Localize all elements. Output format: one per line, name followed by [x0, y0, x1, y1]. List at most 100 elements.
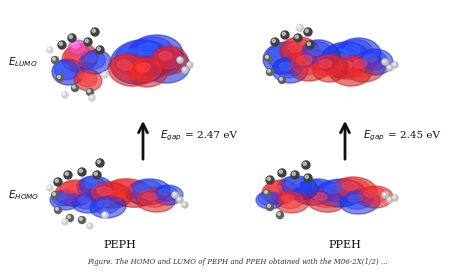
Circle shape: [66, 215, 73, 221]
Ellipse shape: [90, 196, 126, 218]
Circle shape: [59, 42, 63, 45]
Ellipse shape: [297, 55, 312, 65]
Circle shape: [86, 88, 93, 96]
Ellipse shape: [262, 195, 272, 200]
Ellipse shape: [128, 57, 168, 87]
Ellipse shape: [288, 49, 332, 81]
Ellipse shape: [74, 69, 102, 91]
Ellipse shape: [122, 49, 143, 62]
Ellipse shape: [353, 60, 367, 68]
Ellipse shape: [283, 38, 313, 61]
Ellipse shape: [153, 185, 183, 205]
Ellipse shape: [155, 48, 182, 69]
Ellipse shape: [108, 54, 152, 86]
Ellipse shape: [364, 190, 377, 197]
Ellipse shape: [136, 63, 150, 72]
Text: PPEH: PPEH: [328, 240, 362, 250]
Ellipse shape: [313, 193, 327, 200]
Circle shape: [69, 35, 73, 38]
Ellipse shape: [337, 178, 369, 198]
Circle shape: [306, 41, 314, 49]
Ellipse shape: [315, 55, 342, 76]
Circle shape: [55, 179, 58, 182]
Circle shape: [63, 93, 65, 95]
Circle shape: [79, 216, 85, 224]
Ellipse shape: [140, 47, 190, 83]
Circle shape: [96, 46, 104, 54]
Ellipse shape: [315, 179, 365, 207]
Ellipse shape: [129, 180, 162, 200]
Ellipse shape: [80, 73, 90, 80]
Ellipse shape: [155, 186, 178, 201]
Ellipse shape: [278, 176, 318, 200]
Ellipse shape: [360, 50, 387, 70]
Circle shape: [387, 65, 393, 71]
Circle shape: [267, 177, 270, 180]
Ellipse shape: [144, 49, 181, 76]
Circle shape: [382, 59, 388, 65]
Circle shape: [393, 63, 395, 65]
Ellipse shape: [97, 187, 112, 195]
Ellipse shape: [357, 186, 393, 208]
Circle shape: [68, 216, 70, 218]
Ellipse shape: [152, 46, 188, 74]
Circle shape: [57, 76, 60, 78]
Ellipse shape: [279, 62, 292, 70]
Ellipse shape: [330, 49, 347, 60]
Circle shape: [267, 204, 270, 207]
Circle shape: [52, 57, 58, 64]
Circle shape: [173, 193, 175, 195]
Circle shape: [272, 39, 275, 42]
Ellipse shape: [58, 181, 88, 201]
Text: $E_{gap}$: $E_{gap}$: [363, 129, 385, 143]
Circle shape: [102, 212, 108, 218]
Circle shape: [53, 58, 55, 60]
Circle shape: [182, 67, 188, 73]
Ellipse shape: [343, 191, 373, 209]
Ellipse shape: [272, 48, 287, 58]
Ellipse shape: [65, 45, 91, 67]
Text: Figure. The HOMO and LUMO of PEPH and PPEH obtained with the M06-2X(1/2) ...: Figure. The HOMO and LUMO of PEPH and PP…: [87, 258, 387, 266]
Circle shape: [89, 95, 95, 101]
Circle shape: [80, 218, 82, 220]
Circle shape: [178, 58, 180, 60]
Ellipse shape: [88, 182, 132, 208]
Circle shape: [304, 28, 312, 36]
Circle shape: [72, 85, 79, 91]
Ellipse shape: [275, 191, 309, 213]
Ellipse shape: [159, 52, 172, 60]
Circle shape: [103, 213, 105, 215]
Circle shape: [48, 186, 50, 188]
Ellipse shape: [97, 200, 110, 207]
Circle shape: [291, 171, 299, 179]
Ellipse shape: [115, 185, 132, 193]
Circle shape: [58, 41, 66, 49]
Circle shape: [303, 162, 306, 165]
Ellipse shape: [82, 51, 105, 69]
Circle shape: [266, 203, 273, 210]
Text: $E_{HOMO}$: $E_{HOMO}$: [8, 188, 39, 202]
Ellipse shape: [275, 58, 301, 78]
Circle shape: [264, 191, 267, 193]
Circle shape: [383, 60, 385, 62]
Circle shape: [265, 55, 268, 58]
Circle shape: [302, 161, 310, 169]
Ellipse shape: [85, 55, 97, 62]
Ellipse shape: [117, 60, 132, 70]
Ellipse shape: [76, 70, 97, 87]
Ellipse shape: [344, 45, 360, 55]
Ellipse shape: [79, 50, 111, 74]
Ellipse shape: [159, 189, 170, 195]
Ellipse shape: [348, 195, 362, 202]
Circle shape: [88, 90, 91, 92]
Circle shape: [271, 38, 279, 46]
Ellipse shape: [264, 181, 292, 199]
Ellipse shape: [70, 41, 84, 53]
Ellipse shape: [308, 46, 322, 55]
Circle shape: [388, 198, 390, 200]
Ellipse shape: [302, 184, 317, 192]
Ellipse shape: [52, 59, 84, 85]
Circle shape: [267, 70, 270, 72]
Ellipse shape: [55, 60, 78, 80]
Ellipse shape: [258, 192, 279, 205]
